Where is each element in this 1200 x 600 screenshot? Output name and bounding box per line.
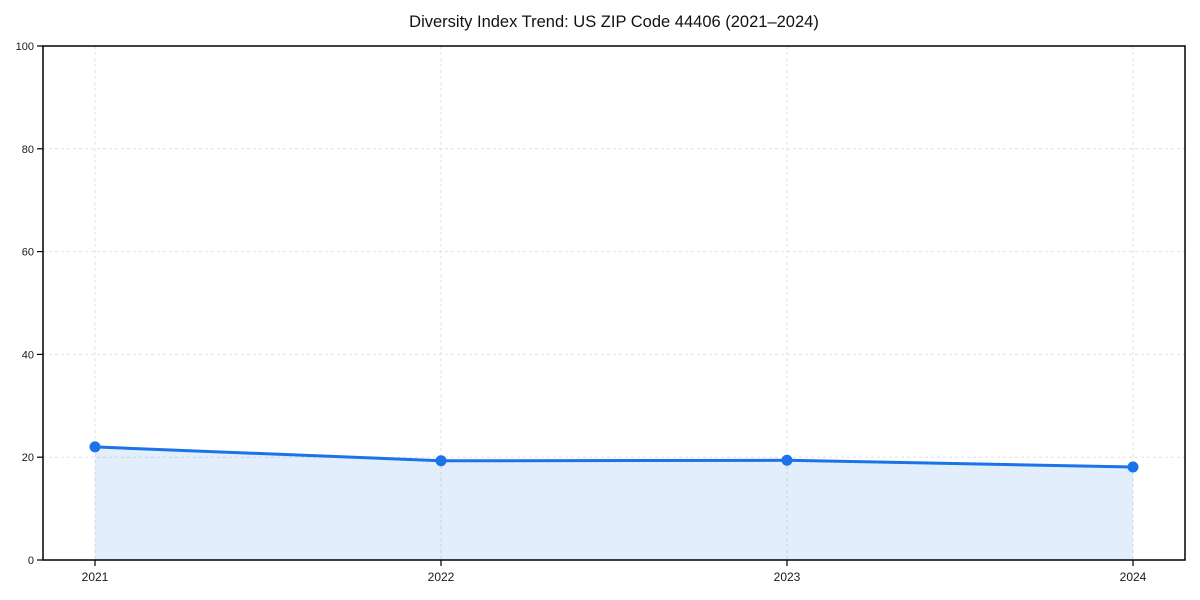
y-tick-label: 40 [22,349,34,361]
area-fill [95,446,1133,560]
y-tick-label: 80 [22,144,34,156]
y-tick-label: 20 [22,452,34,464]
y-tick-label: 60 [22,247,34,259]
data-point [1127,461,1139,473]
data-point [435,455,447,467]
trend-line [93,445,1135,469]
data-point [781,454,793,466]
plot-frame [42,45,1186,561]
chart-title: Diversity Index Trend: US ZIP Code 44406… [409,13,819,31]
data-point [89,441,101,453]
y-tick-label: 0 [28,555,34,567]
x-tick-label: 2022 [428,570,455,584]
x-tick-label: 2024 [1120,570,1147,584]
x-tick-label: 2021 [82,570,109,584]
y-tick-label: 100 [16,41,34,53]
x-tick-label: 2023 [774,570,801,584]
